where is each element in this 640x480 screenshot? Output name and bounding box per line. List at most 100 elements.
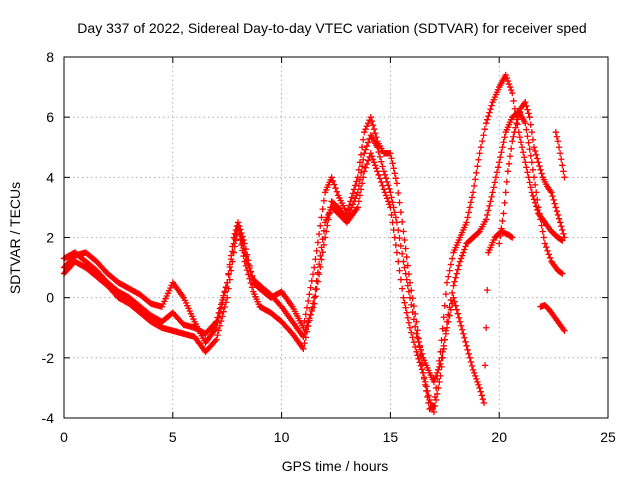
data-point	[368, 117, 376, 125]
data-point	[539, 228, 546, 235]
data-point	[325, 216, 332, 223]
data-point	[404, 262, 412, 269]
data-point	[516, 108, 524, 116]
data-points	[60, 71, 568, 416]
data-point	[224, 279, 231, 286]
data-point	[450, 294, 457, 301]
data-point	[475, 381, 482, 389]
data-point	[401, 236, 408, 244]
data-point	[248, 284, 256, 291]
data-point	[410, 316, 418, 323]
data-point	[241, 249, 248, 256]
data-point	[309, 304, 317, 311]
data-point	[453, 306, 460, 313]
data-point	[329, 177, 337, 185]
data-point	[350, 186, 358, 193]
data-point	[315, 230, 323, 238]
data-point	[414, 327, 421, 334]
data-point	[413, 348, 420, 356]
data-point	[526, 146, 533, 153]
data-point	[499, 144, 506, 151]
data-point	[379, 182, 386, 189]
data-point	[385, 198, 392, 205]
data-point	[357, 151, 365, 158]
data-point	[523, 102, 530, 110]
data-point	[302, 326, 309, 333]
data-point	[441, 336, 448, 343]
data-point	[360, 136, 367, 143]
data-point	[493, 169, 501, 176]
y-tick-label: -2	[42, 350, 55, 366]
data-point	[559, 226, 566, 234]
data-point	[472, 372, 479, 380]
data-point	[511, 129, 518, 136]
data-point	[503, 74, 511, 82]
data-point	[356, 176, 364, 183]
data-point	[396, 267, 403, 274]
data-point	[414, 334, 421, 341]
data-point	[408, 329, 415, 336]
data-point	[499, 217, 506, 225]
data-point	[306, 315, 313, 322]
data-point	[217, 317, 225, 325]
data-point	[463, 219, 470, 226]
data-point	[408, 301, 415, 309]
data-point	[509, 138, 516, 145]
data-point	[530, 144, 538, 151]
data-point	[433, 390, 441, 398]
data-point	[360, 174, 367, 181]
data-point	[561, 327, 568, 334]
data-point	[445, 311, 452, 318]
data-point	[521, 154, 528, 161]
data-point	[474, 163, 481, 170]
data-point	[231, 235, 239, 243]
data-point	[230, 249, 237, 256]
data-point	[333, 188, 341, 195]
data-point	[380, 186, 388, 193]
data-point	[436, 378, 443, 386]
data-point	[307, 311, 314, 318]
data-point	[517, 139, 525, 146]
data-point	[486, 202, 493, 210]
data-point	[320, 197, 328, 204]
data-point	[376, 153, 384, 161]
data-point	[311, 300, 318, 307]
data-point	[314, 278, 322, 285]
data-point	[222, 299, 230, 306]
data-point	[361, 129, 368, 136]
data-point	[536, 210, 543, 217]
data-point	[548, 189, 555, 196]
data-point	[468, 194, 476, 201]
data-point	[482, 324, 490, 331]
y-axis-label: SDTVAR / TECUs	[7, 182, 23, 294]
data-point	[317, 222, 324, 230]
data-point	[387, 150, 394, 157]
data-point	[485, 112, 492, 120]
data-point	[510, 97, 517, 105]
data-point	[229, 248, 236, 255]
data-point	[403, 309, 410, 316]
data-point	[552, 129, 559, 136]
data-point	[398, 250, 406, 257]
data-point	[491, 179, 499, 186]
data-point	[406, 294, 414, 301]
data-point	[243, 257, 251, 264]
data-point	[224, 294, 231, 301]
x-tick-label: 5	[169, 429, 177, 445]
data-point	[303, 304, 311, 311]
data-point	[355, 182, 363, 190]
data-point	[460, 330, 467, 337]
data-point	[524, 106, 531, 113]
data-point	[319, 249, 326, 256]
data-point	[509, 89, 516, 97]
data-point	[376, 175, 384, 182]
data-point	[479, 395, 487, 403]
y-tick-label: -4	[42, 410, 55, 426]
data-point	[447, 261, 455, 268]
data-point	[543, 243, 550, 251]
data-point	[227, 255, 235, 263]
data-point	[374, 144, 381, 151]
data-point	[386, 185, 393, 193]
data-point	[455, 262, 463, 269]
